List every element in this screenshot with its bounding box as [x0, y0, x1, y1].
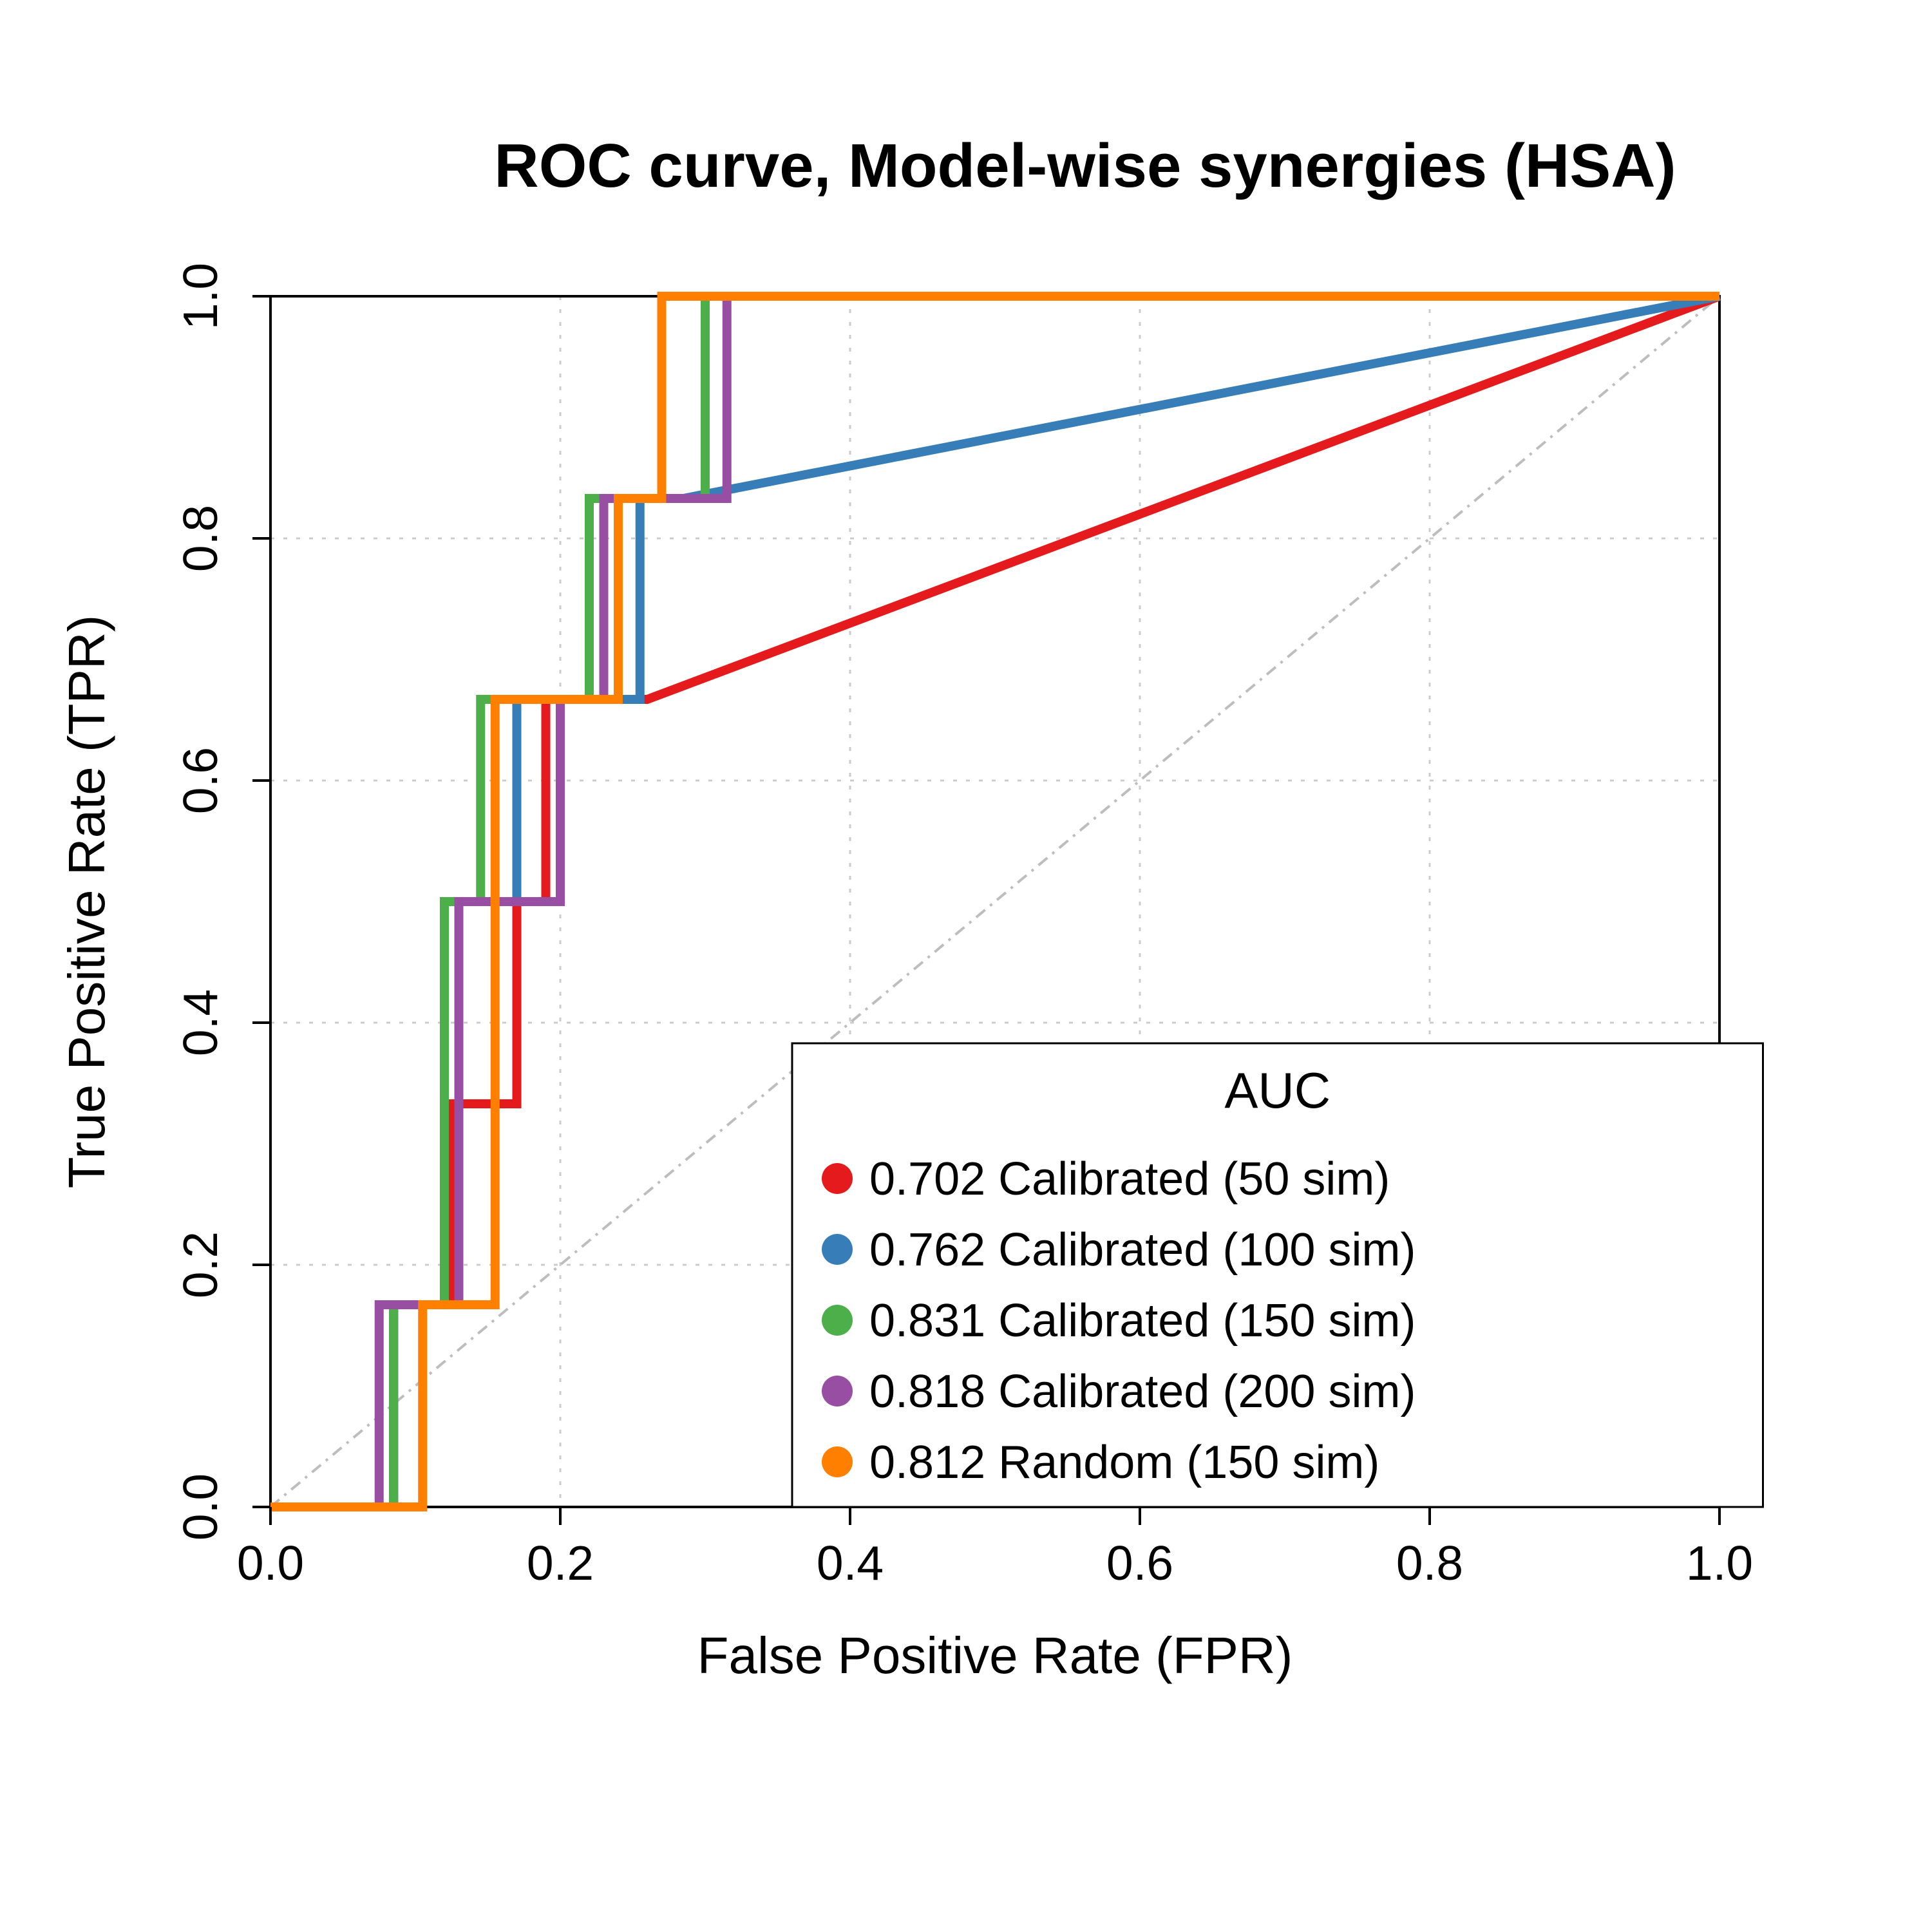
legend-marker	[822, 1234, 853, 1265]
legend-item-label: 0.831 Calibrated (150 sim)	[869, 1295, 1416, 1347]
y-tick-label: 0.2	[173, 1231, 227, 1298]
roc-chart: ROC curve, Model-wise synergies (HSA) 0.0…	[0, 0, 1932, 1932]
y-tick-label: 0.6	[173, 747, 227, 814]
x-axis-label: False Positive Rate (FPR)	[697, 1627, 1293, 1684]
legend-marker	[822, 1376, 853, 1406]
y-tick-label: 1.0	[173, 263, 227, 330]
legend-item-label: 0.818 Calibrated (200 sim)	[869, 1366, 1416, 1417]
x-tick-label: 0.0	[237, 1536, 304, 1590]
y-tick-label: 0.0	[173, 1473, 227, 1540]
legend-marker	[822, 1446, 853, 1477]
chart-title: ROC curve, Model-wise synergies (HSA)	[494, 131, 1676, 200]
legend-marker	[822, 1163, 853, 1194]
y-tick-label: 0.8	[173, 505, 227, 572]
y-axis-label: True Positive Rate (TPR)	[58, 615, 115, 1189]
y-tick-label: 0.4	[173, 989, 227, 1056]
legend-item-label: 0.762 Calibrated (100 sim)	[869, 1224, 1416, 1276]
legend-marker	[822, 1305, 853, 1336]
x-tick-label: 0.4	[817, 1536, 884, 1590]
x-tick-label: 0.8	[1396, 1536, 1463, 1590]
roc-svg: ROC curve, Model-wise synergies (HSA) 0.0…	[0, 0, 1932, 1932]
x-tick-label: 0.2	[527, 1536, 594, 1590]
x-tick-label: 0.6	[1106, 1536, 1173, 1590]
legend-item-label: 0.812 Random (150 sim)	[869, 1437, 1379, 1488]
x-tick-label: 1.0	[1686, 1536, 1753, 1590]
legend-title: AUC	[1224, 1062, 1331, 1119]
legend-item-label: 0.702 Calibrated (50 sim)	[869, 1153, 1390, 1205]
